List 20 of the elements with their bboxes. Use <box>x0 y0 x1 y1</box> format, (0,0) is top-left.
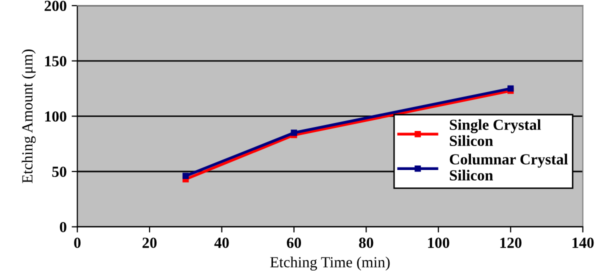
point <box>182 172 189 180</box>
point <box>507 85 514 92</box>
y-tick-label: 50 <box>52 166 66 177</box>
x-tick-label: 40 <box>214 238 229 248</box>
x-tick-label: 140 <box>572 238 594 248</box>
legend-label: Columnar Crystal Silicon <box>450 154 568 181</box>
y-tick-label: 200 <box>44 0 66 12</box>
y-axis-title: Etching Amount (μm) <box>22 50 36 184</box>
y-tick-label: 100 <box>45 111 66 122</box>
y-tick-label: 150 <box>45 56 66 66</box>
x-axis-title: Etching Time (min) <box>270 256 390 271</box>
x-tick-label: 60 <box>286 238 302 248</box>
x-tick-label: 20 <box>142 238 157 248</box>
x-tick-label: 80 <box>359 238 374 248</box>
x-tick-label: 0 <box>74 238 81 248</box>
legend-label: Single Crystal Silicon <box>450 119 541 146</box>
x-tick-label: 100 <box>428 238 450 248</box>
x-tick-label: 120 <box>500 238 522 248</box>
point <box>290 130 298 136</box>
y-tick-label: 0 <box>60 222 66 232</box>
